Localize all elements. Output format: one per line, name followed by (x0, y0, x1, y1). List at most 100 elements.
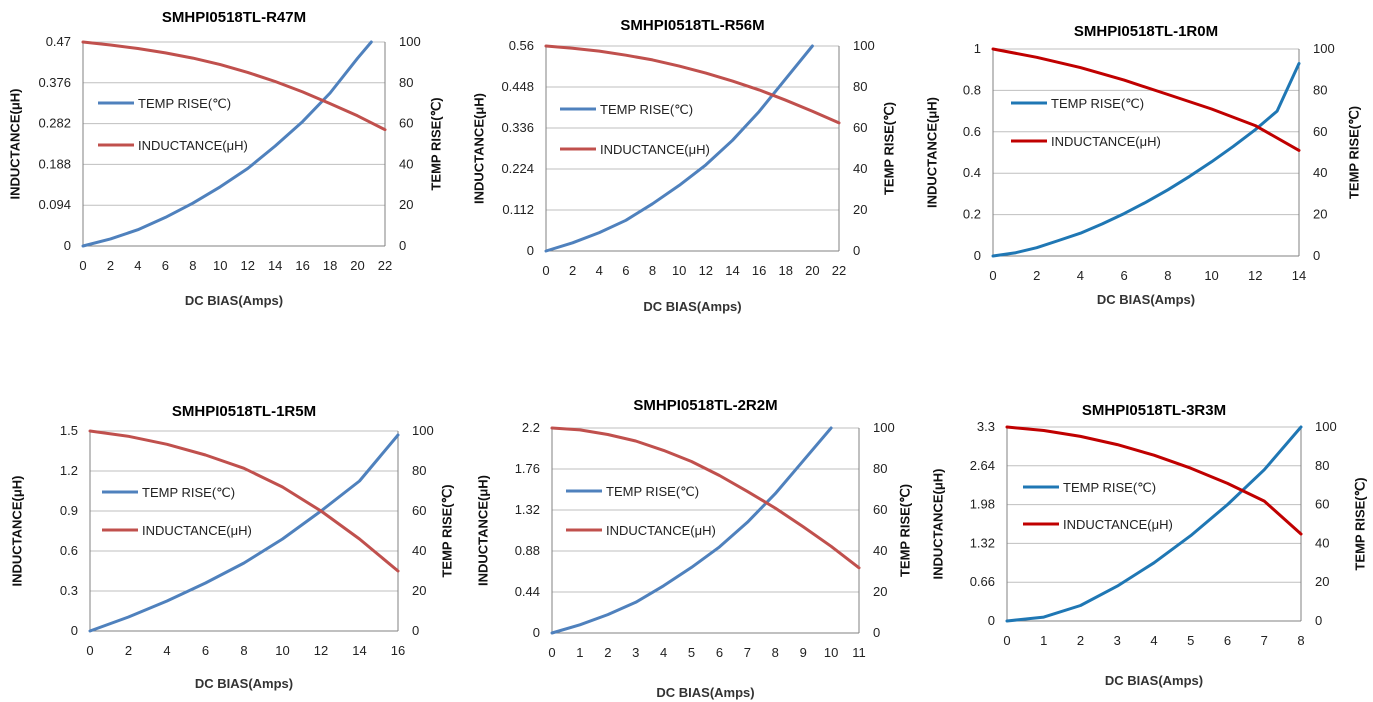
y-tick-label: 1.76 (515, 461, 540, 476)
temp-rise-line (550, 426, 833, 635)
x-tick-label: 22 (378, 258, 392, 273)
y-tick-label: 0.188 (38, 156, 71, 171)
x-tick-label: 2 (125, 643, 132, 658)
y2-axis-label: TEMP RISE(℃) (428, 97, 443, 190)
y-tick-label: 0.094 (38, 197, 71, 212)
legend-label: TEMP RISE(℃) (606, 484, 699, 499)
x-tick-label: 16 (391, 643, 405, 658)
x-tick-label: 4 (660, 645, 667, 660)
y2-tick-label: 80 (1313, 82, 1327, 97)
y-tick-label: 0.6 (963, 124, 981, 139)
x-tick-label: 6 (1224, 633, 1231, 648)
y2-tick-label: 100 (412, 423, 434, 438)
x-tick-label: 4 (1150, 633, 1157, 648)
x-tick-label: 8 (649, 263, 656, 278)
x-tick-label: 1 (576, 645, 583, 660)
x-tick-label: 12 (240, 258, 254, 273)
y-tick-label: 2.2 (522, 420, 540, 435)
y2-tick-label: 80 (1315, 458, 1329, 473)
y2-tick-label: 0 (399, 238, 406, 253)
y2-tick-label: 60 (1313, 124, 1327, 139)
x-tick-label: 6 (202, 643, 209, 658)
x-tick-label: 2 (1077, 633, 1084, 648)
y2-tick-label: 60 (853, 120, 867, 135)
legend-label: TEMP RISE(℃) (138, 96, 231, 111)
y-tick-label: 0.336 (501, 120, 534, 135)
x-tick-label: 22 (832, 263, 846, 278)
y2-tick-label: 40 (853, 161, 867, 176)
y-tick-label: 0.47 (46, 34, 71, 49)
y2-axis-label: TEMP RISE(℃) (439, 484, 454, 577)
x-axis-label: DC BIAS(Amps) (195, 676, 293, 691)
chart-4: 0 0.3 0.6 0.9 1.2 1.5 0 20 40 60 80 100 0 2 4 6 8 10 12 14 1… (9, 403, 454, 691)
x-tick-label: 12 (1248, 268, 1262, 283)
y-tick-label: 0.112 (502, 202, 534, 217)
x-tick-label: 5 (1187, 633, 1194, 648)
x-axis-label: DC BIAS(Amps) (185, 293, 283, 308)
y2-tick-label: 20 (1313, 207, 1327, 222)
x-tick-label: 4 (596, 263, 603, 278)
y-tick-label: 0.56 (509, 38, 534, 53)
y2-axis-label: TEMP RISE(℃) (897, 484, 912, 577)
y-tick-label: 0.6 (60, 543, 78, 558)
legend-label: INDUCTANCE(μH) (600, 142, 710, 157)
temp-rise-line (991, 62, 1301, 258)
y2-tick-label: 80 (399, 75, 413, 90)
x-tick-label: 0 (989, 268, 996, 283)
y-tick-label: 0.282 (38, 116, 71, 131)
y2-tick-label: 80 (412, 463, 426, 478)
chart-title: SMHPI0518TL-2R2M (633, 397, 777, 414)
x-tick-label: 18 (323, 258, 337, 273)
y-axis-label: INDUCTANCE(μH) (475, 475, 490, 586)
y2-tick-label: 40 (399, 156, 413, 171)
legend-label: INDUCTANCE(μH) (606, 523, 716, 538)
y2-tick-label: 40 (1313, 165, 1327, 180)
y2-axis-label: TEMP RISE(℃) (1346, 106, 1361, 199)
y-axis-label: INDUCTANCE(μH) (930, 469, 945, 580)
x-tick-label: 9 (800, 645, 807, 660)
y-tick-label: 1.2 (60, 463, 78, 478)
x-tick-label: 4 (134, 258, 141, 273)
x-tick-label: 8 (772, 645, 779, 660)
x-tick-label: 3 (632, 645, 639, 660)
x-tick-label: 11 (852, 645, 866, 660)
y2-tick-label: 0 (1313, 248, 1320, 263)
y-tick-label: 1.32 (970, 535, 995, 550)
chart-6: 0 0.66 1.32 1.98 2.64 3.3 0 20 40 60 80 100 0 1 2 3 4 5 6 7… (930, 402, 1367, 688)
chart-title: SMHPI0518TL-3R3M (1082, 402, 1226, 419)
legend-label: INDUCTANCE(μH) (1063, 517, 1173, 532)
y-tick-label: 0.224 (501, 161, 534, 176)
legend-label: TEMP RISE(℃) (142, 485, 235, 500)
y-tick-label: 0 (71, 623, 78, 638)
y2-tick-label: 20 (853, 202, 867, 217)
x-tick-label: 5 (688, 645, 695, 660)
y-tick-label: 1.5 (60, 423, 78, 438)
y2-tick-label: 100 (853, 38, 875, 53)
x-axis-label: DC BIAS(Amps) (1105, 673, 1203, 688)
inductance-line (544, 44, 841, 125)
y-axis-label: INDUCTANCE(μH) (9, 476, 24, 587)
chart-2: 0 0.112 0.224 0.336 0.448 0.56 0 20 40 60 80 100 0 2 4… (471, 17, 896, 314)
chart-title: SMHPI0518TL-1R0M (1074, 23, 1218, 40)
y-tick-label: 0.9 (60, 503, 78, 518)
chart-title: SMHPI0518TL-1R5M (172, 403, 316, 420)
y2-tick-label: 40 (1315, 535, 1329, 550)
x-tick-label: 8 (240, 643, 247, 658)
y-axis-label: INDUCTANCE(μH) (925, 97, 939, 208)
x-tick-label: 3 (1114, 633, 1121, 648)
x-tick-label: 6 (716, 645, 723, 660)
x-tick-label: 4 (1077, 268, 1084, 283)
x-tick-label: 0 (79, 258, 86, 273)
x-tick-label: 1 (1040, 633, 1047, 648)
temp-rise-line (81, 40, 373, 248)
x-tick-label: 8 (1164, 268, 1171, 283)
chart-1: 0 0.094 0.188 0.282 0.376 0.47 0 20 40 60 80 100 0 2 4… (7, 9, 443, 308)
x-tick-label: 10 (1204, 268, 1218, 283)
x-tick-label: 10 (672, 263, 686, 278)
x-tick-label: 18 (778, 263, 792, 278)
chart-title: SMHPI0518TL-R47M (162, 9, 306, 26)
inductance-line (81, 40, 387, 132)
y-tick-label: 0 (533, 625, 540, 640)
chart-title: SMHPI0518TL-R56M (620, 17, 764, 34)
